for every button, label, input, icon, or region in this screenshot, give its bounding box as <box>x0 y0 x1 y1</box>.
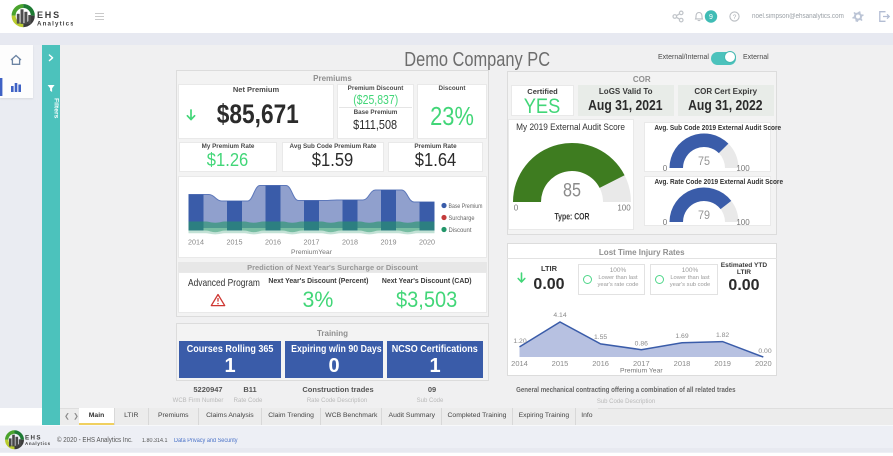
svg-text:9: 9 <box>709 14 713 21</box>
svg-text:PremiumYear: PremiumYear <box>291 249 333 256</box>
svg-text:100: 100 <box>736 218 750 226</box>
svg-text:2020: 2020 <box>419 238 435 247</box>
svg-text:Base Premium: Base Premium <box>449 203 483 210</box>
svg-text:Analytics: Analytics <box>25 441 51 446</box>
svg-text:2016: 2016 <box>592 359 609 368</box>
svg-text:2015: 2015 <box>552 359 569 368</box>
svg-text:100: 100 <box>617 204 631 213</box>
svg-text:2014: 2014 <box>511 359 528 368</box>
svg-text:2019: 2019 <box>714 359 731 368</box>
svg-text:1.20: 1.20 <box>513 338 526 345</box>
svg-text:EHS: EHS <box>25 435 42 442</box>
svg-text:2017: 2017 <box>304 238 320 247</box>
svg-text:2019: 2019 <box>381 238 397 247</box>
svg-text:4.14: 4.14 <box>553 312 566 319</box>
svg-text:2015: 2015 <box>227 238 243 247</box>
svg-text:0: 0 <box>663 218 668 226</box>
svg-text:EHS: EHS <box>37 10 61 20</box>
svg-text:Discount: Discount <box>449 227 472 234</box>
svg-text:85: 85 <box>563 180 581 202</box>
svg-text:2016: 2016 <box>265 238 281 247</box>
svg-text:2020: 2020 <box>755 359 772 368</box>
svg-text:1.69: 1.69 <box>675 333 688 340</box>
svg-text:2018: 2018 <box>342 238 358 247</box>
svg-text:0: 0 <box>514 204 519 213</box>
svg-text:2014: 2014 <box>188 238 204 247</box>
svg-text:Analytics: Analytics <box>37 21 73 28</box>
svg-text:2018: 2018 <box>674 359 691 368</box>
svg-text:Premium Year: Premium Year <box>620 368 663 375</box>
svg-text:0.86: 0.86 <box>635 341 648 348</box>
svg-text:0: 0 <box>663 164 668 172</box>
svg-text:75: 75 <box>698 154 710 168</box>
svg-text:Surcharge: Surcharge <box>449 215 475 222</box>
svg-text:?: ? <box>733 14 737 21</box>
svg-text:1.55: 1.55 <box>594 334 607 341</box>
svg-text:1.82: 1.82 <box>716 332 729 339</box>
svg-text:2017: 2017 <box>633 359 650 368</box>
svg-text:0.00: 0.00 <box>758 348 771 355</box>
svg-text:Type: COR: Type: COR <box>555 212 590 222</box>
svg-text:79: 79 <box>698 208 710 222</box>
svg-text:100: 100 <box>736 164 750 172</box>
